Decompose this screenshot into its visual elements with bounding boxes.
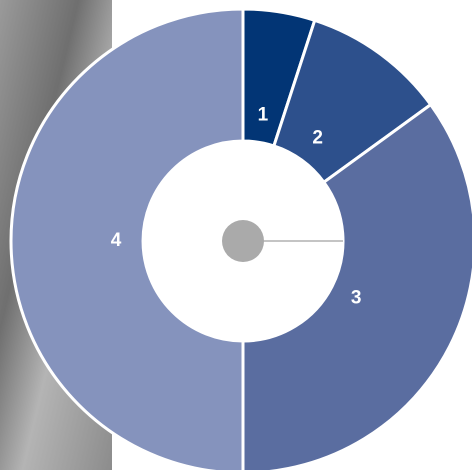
- segment-label: 2: [312, 127, 323, 148]
- segment-label: 1: [258, 105, 269, 126]
- donut-chart: 1 2 3 4: [9, 7, 472, 470]
- donut-segment: [241, 102, 472, 470]
- donut-segment: [9, 7, 245, 470]
- center-dot: [222, 220, 264, 262]
- segment-label: 3: [351, 288, 362, 309]
- segment-label: 4: [111, 230, 122, 251]
